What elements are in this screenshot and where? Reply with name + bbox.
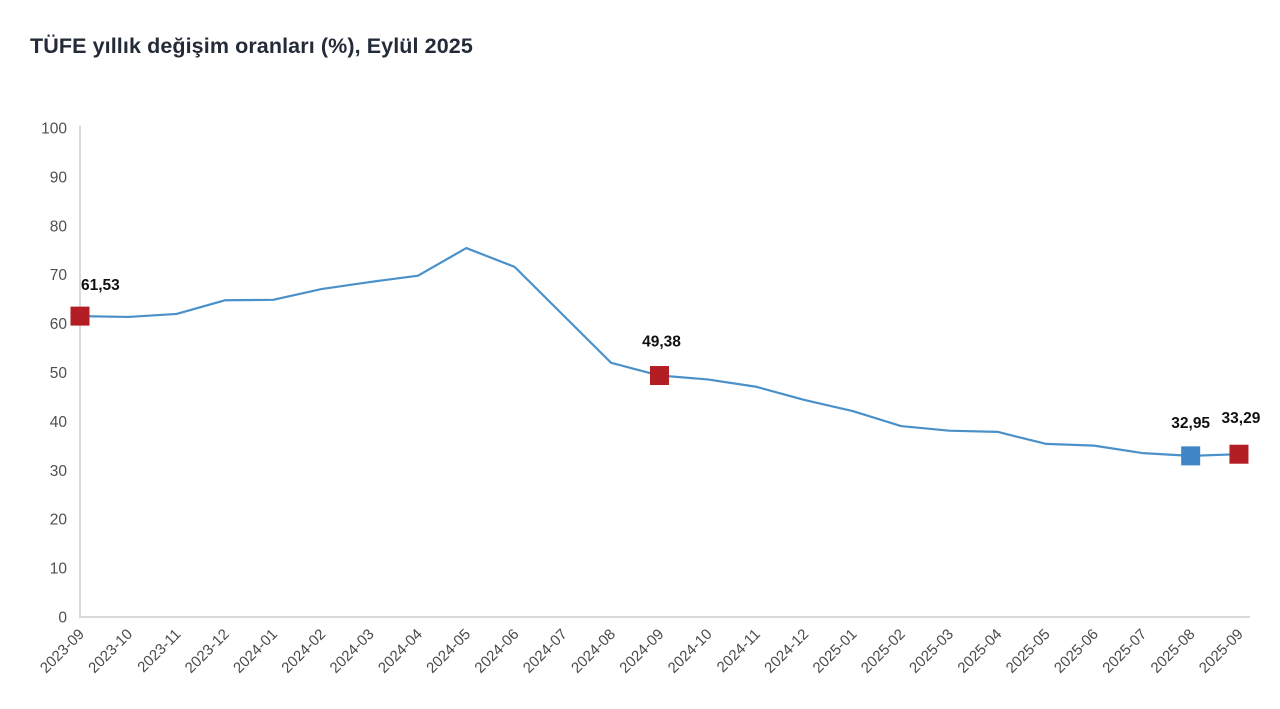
data-point-label-2025-09: 33,29 [1222, 410, 1261, 427]
y-axis-tick-label: 60 [50, 316, 68, 333]
data-point-marker-2023-09[interactable] [70, 306, 90, 326]
chart-title: TÜFE yıllık değişim oranları (%), Eylül … [30, 34, 473, 58]
y-axis-tick-label: 20 [50, 512, 68, 529]
x-axis-tick-label: 2024-10 [665, 626, 716, 677]
x-axis-tick-label: 2024-02 [278, 626, 329, 677]
x-axis-tick-label: 2025-08 [1148, 626, 1199, 677]
data-point-label-2025-08: 32,95 [1171, 415, 1210, 432]
x-axis-tick-label: 2023-12 [182, 626, 233, 677]
x-axis-tick-label: 2025-02 [858, 626, 909, 677]
x-axis-tick-label: 2025-05 [1003, 626, 1054, 677]
data-point-marker-2025-09[interactable] [1229, 444, 1249, 464]
y-axis-tick-label: 90 [50, 169, 68, 186]
x-axis-tick-label: 2024-04 [375, 626, 426, 677]
y-axis-tick-label: 70 [50, 267, 68, 284]
x-axis-tick-label: 2023-11 [134, 626, 184, 676]
x-axis-tick-label: 2024-11 [714, 626, 764, 676]
x-axis-tick-label: 2023-09 [37, 626, 88, 677]
x-axis-tick-label: 2024-03 [327, 626, 378, 677]
x-axis-tick-label: 2025-07 [1099, 626, 1150, 677]
x-axis-tick-label: 2024-06 [471, 626, 522, 677]
data-point-label-2023-09: 61,53 [81, 277, 120, 294]
x-axis-tick-label: 2025-06 [1051, 626, 1102, 677]
y-axis-tick-label: 80 [50, 218, 68, 235]
y-axis-tick-label: 30 [50, 463, 68, 480]
x-axis-tick-label: 2024-08 [568, 626, 619, 677]
y-axis-tick-label: 10 [50, 561, 68, 578]
data-point-marker-2024-09[interactable] [649, 366, 669, 386]
x-axis-tick-label: 2025-01 [810, 626, 861, 677]
tufe-line-series [78, 246, 1241, 457]
x-axis-tick-label: 2024-12 [761, 626, 812, 677]
x-axis-tick-label: 2024-09 [616, 626, 667, 677]
x-axis-tick-label: 2025-09 [1196, 626, 1247, 677]
x-axis-tick-label: 2024-07 [520, 626, 571, 677]
x-axis-tick-label: 2024-01 [230, 626, 281, 677]
y-axis-tick-label: 40 [50, 414, 68, 431]
x-axis-tick-label: 2025-04 [954, 626, 1005, 677]
data-point-marker-2025-08[interactable] [1181, 446, 1201, 466]
y-axis-tick-label: 0 [58, 610, 67, 627]
y-axis-tick-label: 100 [41, 121, 67, 138]
x-axis-tick-label: 2024-05 [423, 626, 474, 677]
x-axis-tick-label: 2025-03 [906, 626, 957, 677]
x-axis-tick-label: 2023-10 [85, 626, 136, 677]
y-axis-tick-label: 50 [50, 365, 68, 382]
data-point-label-2024-09: 49,38 [642, 334, 681, 351]
